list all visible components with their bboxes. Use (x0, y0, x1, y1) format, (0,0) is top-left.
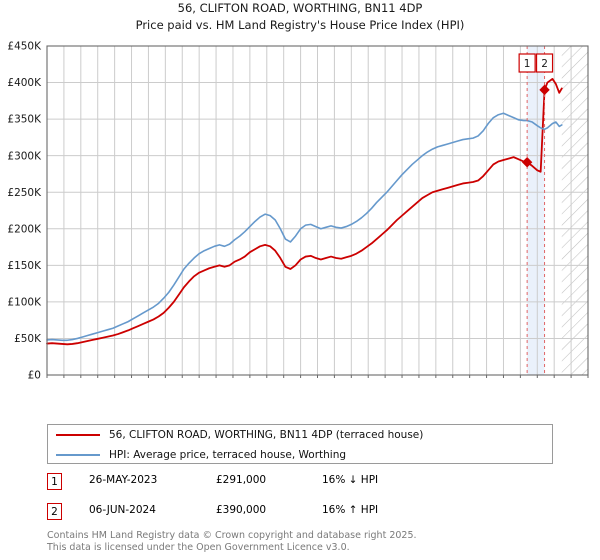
chart-legend: 56, CLIFTON ROAD, WORTHING, BN11 4DP (te… (47, 424, 553, 464)
footer-line-1: Contains HM Land Registry data © Crown c… (47, 530, 417, 541)
footer-line-2: This data is licensed under the Open Gov… (47, 541, 350, 553)
transaction-price: £390,000 (216, 504, 267, 516)
svg-text:£400K: £400K (7, 77, 42, 89)
legend-swatch-property (56, 434, 100, 436)
legend-label-hpi: HPI: Average price, terraced house, Wort… (109, 449, 347, 461)
series-line-property (46, 78, 563, 346)
svg-text:2: 2 (541, 58, 548, 70)
svg-text:1: 1 (524, 58, 531, 70)
legend-label-property: 56, CLIFTON ROAD, WORTHING, BN11 4DP (te… (109, 429, 424, 441)
attribution-footer: Contains HM Land Registry data © Crown c… (47, 530, 587, 553)
legend-item-hpi: HPI: Average price, terraced house, Wort… (48, 445, 552, 465)
transaction-row: 2 06-JUN-2024 £390,000 16% ↑ HPI (47, 503, 553, 529)
transaction-date: 06-JUN-2024 (89, 504, 156, 516)
transaction-price: £291,000 (216, 474, 267, 486)
svg-text:£250K: £250K (7, 187, 42, 199)
transaction-marker (539, 84, 550, 96)
transaction-marker (521, 157, 533, 168)
svg-text:£0: £0 (28, 370, 41, 380)
series-line-hpi (46, 112, 563, 342)
title-line-2: Price paid vs. HM Land Registry's House … (135, 18, 465, 32)
title-line-1: 56, CLIFTON ROAD, WORTHING, BN11 4DP (177, 1, 423, 15)
transaction-hpi-delta: 16% ↑ HPI (322, 504, 379, 516)
legend-item-property: 56, CLIFTON ROAD, WORTHING, BN11 4DP (te… (48, 425, 552, 445)
price-history-chart: £0 £50K £100K £150K £200K £250K £300K £350K £400… (0, 40, 600, 380)
svg-text:£300K: £300K (7, 150, 42, 162)
svg-text:£200K: £200K (7, 223, 42, 235)
svg-text:£450K: £450K (7, 41, 42, 53)
svg-text:£150K: £150K (7, 260, 42, 272)
transaction-hpi-delta: 16% ↓ HPI (322, 474, 379, 486)
chart-canvas: £0 £50K £100K £150K £200K £250K £300K £350K £400… (7, 41, 589, 380)
transaction-row: 1 26-MAY-2023 £291,000 16% ↓ HPI (47, 473, 553, 499)
svg-text:£50K: £50K (14, 333, 42, 345)
transaction-badge: 2 (47, 503, 62, 520)
transaction-highlight-band (527, 46, 545, 375)
page-title: 56, CLIFTON ROAD, WORTHING, BN11 4DP Pri… (0, 0, 600, 34)
marker-label-box (518, 53, 536, 73)
svg-text:£350K: £350K (7, 114, 42, 126)
forecast-region (561, 46, 588, 375)
legend-swatch-hpi (56, 454, 100, 456)
transaction-badge: 1 (47, 473, 62, 490)
svg-text:£100K: £100K (7, 296, 42, 308)
marker-label-box (535, 53, 554, 73)
transaction-date: 26-MAY-2023 (89, 474, 158, 486)
